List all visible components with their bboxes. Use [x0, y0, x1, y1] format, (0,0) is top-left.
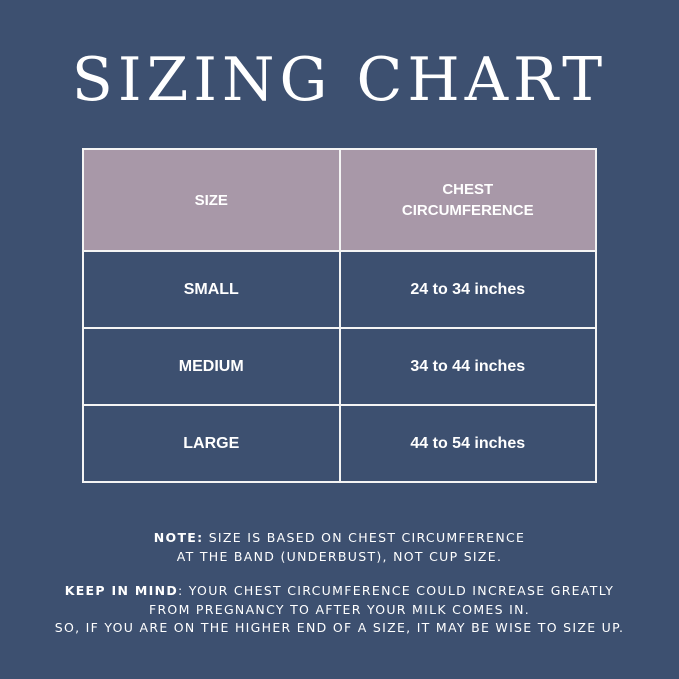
- header-chest-circumference: CHEST CIRCUMFERENCE: [338, 148, 597, 252]
- size-cell: LARGE: [82, 404, 341, 483]
- keep-in-mind-line: : YOUR CHEST CIRCUMFERENCE COULD INCREAS…: [178, 583, 615, 598]
- range-cell: 44 to 54 inches: [338, 404, 597, 483]
- note-line: AT THE BAND (UNDERBUST), NOT CUP SIZE.: [176, 548, 503, 564]
- header-label: CHEST CIRCUMFERENCE: [401, 181, 534, 219]
- keep-in-mind-line: SO, IF YOU ARE ON THE HIGHER END OF A SI…: [54, 620, 625, 635]
- size-cell: MEDIUM: [82, 327, 341, 406]
- table-row: SMALL 24 to 34 inches: [82, 250, 597, 329]
- size-cell: SMALL: [82, 250, 341, 329]
- range-cell: 24 to 34 inches: [338, 250, 597, 329]
- note-line: SIZE IS BASED ON CHEST CIRCUMFERENCE: [203, 530, 526, 545]
- table-header-row: SIZE CHEST CIRCUMFERENCE: [82, 148, 597, 252]
- note-text: NOTE: SIZE IS BASED ON CHEST CIRCUMFEREN…: [0, 529, 679, 566]
- table-row: MEDIUM 34 to 44 inches: [82, 327, 597, 406]
- keep-in-mind-line: FROM PREGNANCY TO AFTER YOUR MILK COMES …: [148, 601, 531, 617]
- note-label: NOTE:: [153, 530, 204, 545]
- keep-in-mind-text: KEEP IN MIND: YOUR CHEST CIRCUMFERENCE C…: [0, 582, 679, 638]
- table-row: LARGE 44 to 54 inches: [82, 404, 597, 483]
- header-size: SIZE: [82, 148, 341, 252]
- sizing-table: SIZE CHEST CIRCUMFERENCE SMALL 24 to 34 …: [82, 148, 597, 483]
- keep-in-mind-label: KEEP IN MIND: [64, 583, 179, 598]
- page-title: SIZING CHART: [71, 45, 608, 115]
- range-cell: 34 to 44 inches: [338, 327, 597, 406]
